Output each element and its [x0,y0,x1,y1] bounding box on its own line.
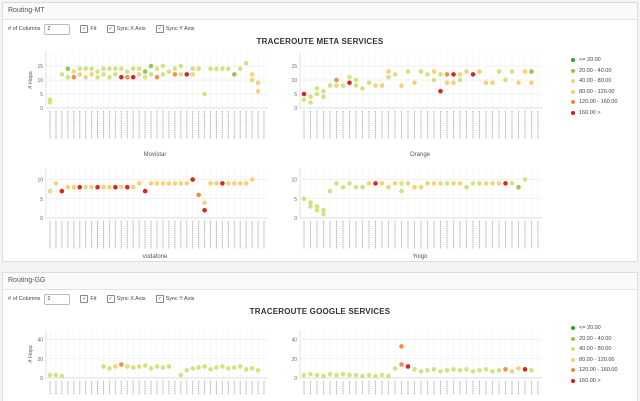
panel-header: Routing-GG [3,273,637,290]
sync-y-label: Sync Y Axis [165,296,195,302]
legend-item[interactable]: 40.00 - 80.00 [571,76,618,87]
sync-x-label: Sync X Axis [116,26,146,32]
legend-dot-icon [571,336,575,341]
legend-label: 120.00 - 160.00 [579,367,618,374]
legend-label: 20.00 - 40.00 [579,67,612,74]
checkmark-icon: ✓ [80,25,89,33]
legend-item[interactable]: 160.00 > [571,376,618,387]
legend-label: 40.00 - 80.00 [579,346,612,353]
legend-dot-icon [571,89,575,94]
legend-item[interactable]: 20.00 - 40.00 [571,334,618,345]
legend-dot-icon [571,110,575,115]
legend-item[interactable]: 80.00 - 120.00 [571,355,618,366]
legend-dot-icon [571,326,575,331]
legend-item[interactable]: <= 20.00 [571,323,618,334]
fit-label: Fit [90,296,97,302]
checkmark-icon: ✓ [155,25,164,33]
fit-checkbox[interactable]: ✓ Fit [80,25,97,33]
chart-legend: <= 20.00 20.00 - 40.00 40.00 - 80.00 80.00 … [571,323,618,386]
legend-label: 40.00 - 80.00 [579,78,612,85]
legend-dot-icon [571,58,575,63]
fit-label: Fit [90,26,97,32]
legend-item[interactable]: <= 20.00 [571,55,618,66]
sync-x-checkbox[interactable]: ✓ Sync X Axis [106,25,146,33]
columns-label: # of Columns [8,26,41,32]
legend-dot-icon [571,368,575,373]
legend-label: <= 20.00 [579,57,601,64]
legend-item[interactable]: 40.00 - 80.00 [571,344,618,355]
panel-toolbar: # of Columns 2 ✓ Fit ✓ Sync X Axis ✓ Sync Y… [8,293,194,305]
columns-label: # of Columns [8,296,41,302]
checkmark-icon: ✓ [80,295,89,303]
legend-dot-icon [571,79,575,84]
panel-toolbar: # of Columns 2 ✓ Fit ✓ Sync X Axis ✓ Sync Y… [8,23,194,35]
columns-input[interactable]: 2 [44,293,71,305]
legend-label: 80.00 - 120.00 [579,88,615,95]
legend-item[interactable]: 120.00 - 160.00 [571,97,618,108]
panel-header: Routing-MT [3,3,637,20]
legend-item[interactable]: 80.00 - 120.00 [571,87,618,98]
sync-y-label: Sync Y Axis [165,26,195,32]
legend-dot-icon [571,100,575,105]
legend-item[interactable]: 160.00 > [571,108,618,119]
legend-label: 120.00 - 160.00 [579,99,618,106]
legend-item[interactable]: 120.00 - 160.00 [571,365,618,376]
legend-label: 160.00 > [579,109,601,116]
sync-x-label: Sync X Axis [116,296,146,302]
sync-x-checkbox[interactable]: ✓ Sync X Axis [106,295,146,303]
legend-dot-icon [571,378,575,383]
checkmark-icon: ✓ [106,295,115,303]
routing-gg-panel: Routing-GG # of Columns 2 ✓ Fit ✓ Sync X A… [2,272,638,401]
legend-label: 20.00 - 40.00 [579,335,612,342]
chart-title: TRACEROUTE META SERVICES [256,37,384,46]
checkmark-icon: ✓ [106,25,115,33]
chart-title: TRACEROUTE GOOGLE SERVICES [249,307,391,316]
legend-label: 80.00 - 120.00 [579,356,615,363]
columns-input[interactable]: 2 [44,23,71,35]
legend-item[interactable]: 20.00 - 40.00 [571,66,618,77]
legend-label: 160.00 > [579,377,601,384]
sync-y-checkbox[interactable]: ✓ Sync Y Axis [155,295,195,303]
checkmark-icon: ✓ [155,295,164,303]
legend-dot-icon [571,68,575,73]
legend-dot-icon [571,357,575,362]
legend-dot-icon [571,347,575,352]
legend-label: <= 20.00 [579,325,601,332]
sync-y-checkbox[interactable]: ✓ Sync Y Axis [155,25,195,33]
chart-legend: <= 20.00 20.00 - 40.00 40.00 - 80.00 80.00 … [571,55,618,118]
fit-checkbox[interactable]: ✓ Fit [80,295,97,303]
routing-mt-panel: Routing-MT # of Columns 2 ✓ Fit ✓ Sync X A… [2,2,638,262]
